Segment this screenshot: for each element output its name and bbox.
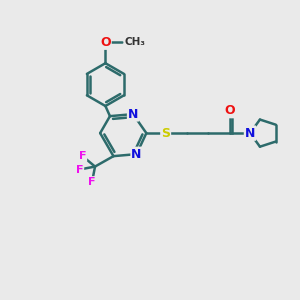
Text: N: N [128,108,138,121]
Text: O: O [100,36,111,49]
Text: F: F [76,164,83,175]
Text: N: N [245,127,255,140]
Text: O: O [225,104,235,117]
Text: N: N [245,127,255,140]
Text: F: F [88,177,96,187]
Text: S: S [161,127,170,140]
Text: CH₃: CH₃ [124,38,145,47]
Text: N: N [131,148,142,160]
Text: F: F [79,151,86,161]
